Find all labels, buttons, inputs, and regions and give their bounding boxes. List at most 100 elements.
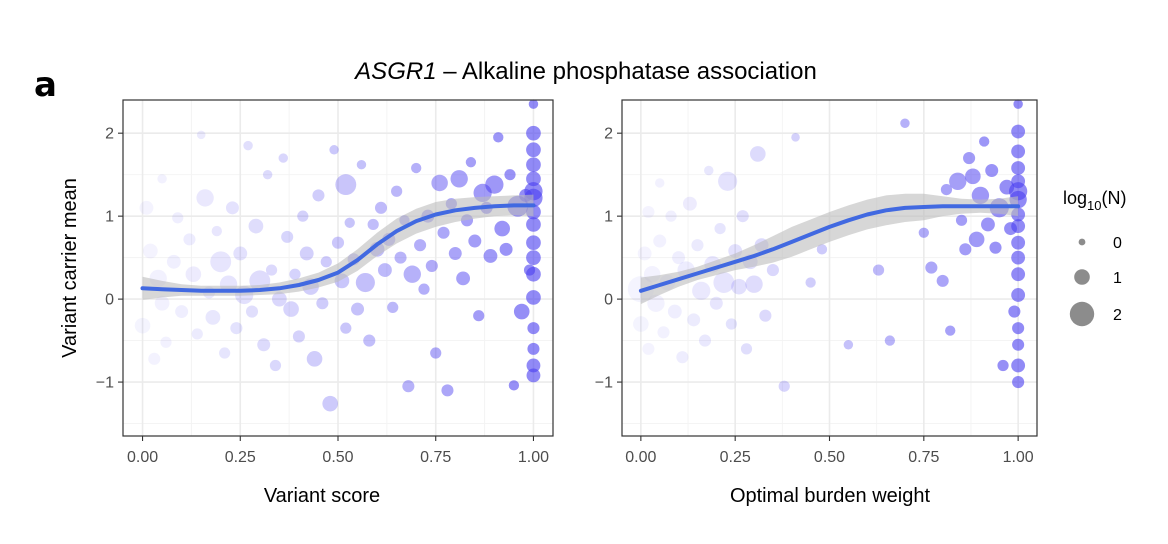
right-data-point: [766, 264, 779, 277]
left-data-point: [456, 271, 471, 286]
left-data-point: [526, 290, 541, 305]
right-data-point: [665, 210, 677, 222]
left-data-point: [526, 171, 541, 187]
left-data-point: [312, 189, 325, 202]
left-data-point: [210, 251, 232, 273]
left-smooth-line: [140, 203, 536, 293]
right-data-point: [872, 264, 885, 276]
left-data-point: [281, 230, 294, 243]
right-data-point: [843, 340, 854, 350]
legend-title-subscript: 10: [1087, 198, 1101, 213]
right-data-point: [1011, 124, 1026, 139]
right-data-point: [940, 184, 953, 196]
left-data-point: [211, 225, 222, 237]
left-data-point: [437, 226, 450, 239]
right-data-point: [985, 164, 999, 177]
left-data-point: [283, 301, 299, 317]
right-data-point: [731, 278, 747, 295]
right-data-point: [918, 227, 929, 238]
left-data-point: [526, 250, 541, 265]
legend-key-0: [1078, 238, 1086, 246]
left-y-tick-label: −1: [96, 375, 114, 392]
right-data-point: [884, 335, 896, 346]
left-data-point: [245, 305, 259, 318]
left-x-tick-label: 0.25: [225, 449, 256, 466]
left-data-point: [377, 263, 392, 277]
right-data-point: [698, 334, 712, 347]
left-data-point: [527, 342, 540, 355]
right-data-point: [900, 118, 910, 128]
right-data-point: [691, 239, 704, 252]
right-data-point: [736, 210, 749, 223]
right-x-tick-label: 0.25: [720, 449, 751, 466]
left-data-point: [172, 212, 184, 224]
left-data-point: [527, 322, 540, 335]
left-ci-band-group: [142, 194, 534, 300]
left-data-point: [441, 384, 454, 397]
title-rest: – Alkaline phosphatase association: [437, 58, 817, 85]
left-data-point: [292, 330, 305, 343]
left-data-point: [374, 201, 388, 214]
right-data-point: [714, 222, 726, 235]
right-data-point: [713, 272, 735, 293]
right-x-tick-label: 0.50: [814, 449, 845, 466]
size-legend: log10(N) 0 1 2: [1063, 188, 1127, 327]
left-data-point: [157, 174, 167, 184]
left-data-point: [148, 352, 161, 365]
left-data-point: [473, 310, 485, 322]
right-data-point: [642, 205, 655, 219]
right-data-point: [1011, 288, 1026, 302]
right-data-point: [718, 171, 738, 191]
left-x-axis-label: Variant score: [264, 485, 380, 507]
left-x-tick-label: 0.00: [127, 449, 158, 466]
right-data-point: [687, 313, 701, 327]
right-data-point: [945, 325, 956, 336]
left-x-tick-label: 0.50: [322, 449, 353, 466]
left-data-point: [448, 247, 462, 260]
left-data-point: [494, 220, 510, 237]
left-y-tick-label: 2: [105, 126, 114, 143]
left-y-axis-label: Variant carrier mean: [59, 178, 81, 358]
left-data-point: [299, 246, 314, 261]
left-data-point: [483, 249, 498, 263]
right-data-point: [1012, 322, 1025, 335]
left-smooth-group: [140, 203, 536, 293]
right-data-point: [968, 231, 985, 248]
right-data-point: [816, 244, 828, 255]
left-data-point: [391, 185, 403, 197]
left-data-point: [306, 351, 323, 367]
left-data-point: [450, 170, 468, 188]
left-data-point: [335, 174, 357, 196]
left-data-point: [225, 201, 239, 215]
right-data-point: [989, 241, 1002, 254]
left-data-point: [355, 272, 375, 293]
left-data-point: [297, 210, 309, 222]
right-smooth-line: [638, 204, 1021, 293]
right-data-point: [997, 359, 1009, 372]
title-gene: ASGR1: [353, 58, 436, 85]
legend-label-2: 2: [1113, 307, 1122, 324]
left-data-point: [513, 303, 530, 320]
left-data-point: [154, 295, 170, 311]
left-data-point: [262, 169, 273, 180]
left-data-point: [431, 174, 448, 192]
left-data-point: [526, 235, 541, 251]
left-data-point: [143, 243, 158, 259]
left-data-point: [344, 217, 355, 228]
left-data-point: [183, 233, 196, 246]
right-data-point: [1011, 358, 1026, 373]
right-data-point: [657, 326, 670, 339]
right-x-tick-label: 0.75: [908, 449, 939, 466]
left-data-point: [340, 322, 352, 334]
right-x-axis-label: Optimal burden weight: [730, 485, 931, 507]
left-data-point: [134, 317, 151, 334]
legend-title-log: log: [1063, 188, 1087, 208]
left-data-point: [196, 189, 214, 207]
right-y-tick-label: −1: [595, 375, 613, 392]
left-data-point: [367, 218, 379, 231]
legend-label-1: 1: [1113, 270, 1122, 287]
left-data-point: [363, 334, 376, 347]
right-data-point: [750, 146, 766, 162]
left-data-point: [205, 310, 221, 325]
